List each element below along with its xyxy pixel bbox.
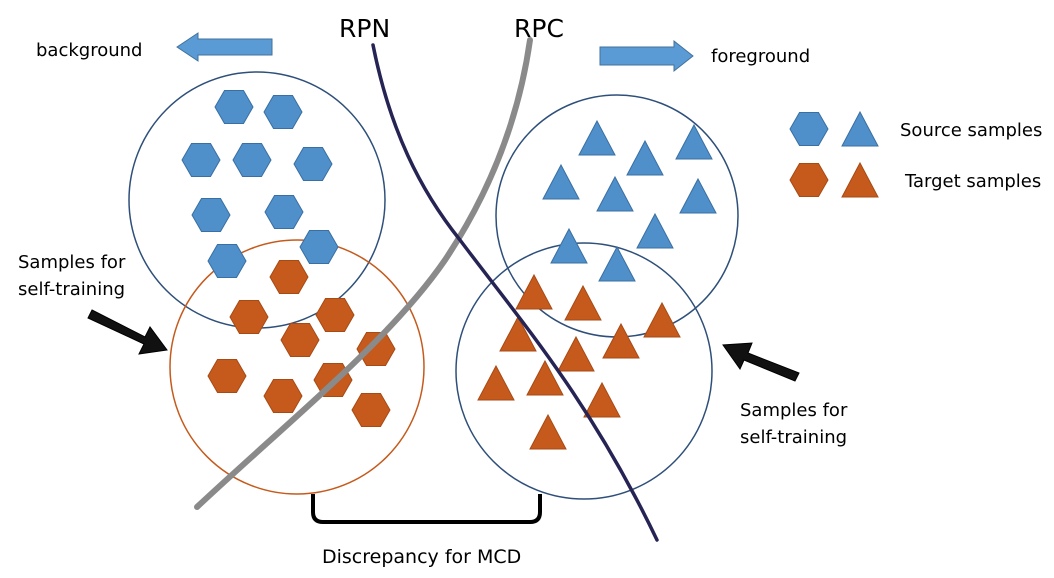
- background-target-circle: [169, 239, 425, 495]
- rpn-label: RPN: [339, 14, 390, 43]
- source-hexagon: [264, 195, 304, 229]
- source-hexagon: [191, 198, 231, 232]
- rpc-boundary-curve: [194, 37, 533, 510]
- source-hexagon: [214, 90, 254, 124]
- left-samples-label-line1: Samples for: [18, 252, 126, 273]
- legend: Source samples Target samples: [789, 111, 1042, 198]
- legend-source-triangle-icon: [841, 111, 879, 147]
- rpc-label: RPC: [514, 14, 564, 43]
- target-triangle: [529, 414, 567, 450]
- source-hexagon: [232, 143, 272, 177]
- source-hexagon: [293, 147, 333, 181]
- source-triangle: [596, 176, 634, 212]
- legend-target-triangle-icon: [841, 162, 879, 198]
- source-hexagon: [263, 95, 303, 129]
- legend-target-hexagon-icon: [789, 163, 829, 197]
- legend-source-hexagon-icon: [789, 112, 829, 146]
- source-triangle: [542, 164, 580, 200]
- target-triangle: [515, 274, 553, 310]
- source-hexagon: [299, 230, 339, 264]
- rpn-boundary-curve: [371, 43, 659, 542]
- foreground-target-circle: [455, 242, 713, 500]
- target-hexagons: [207, 260, 396, 427]
- left-samples-label-line2: self-training: [18, 279, 125, 300]
- legend-target-label: Target samples: [904, 171, 1041, 192]
- target-triangle: [526, 360, 564, 396]
- foreground-label: foreground: [711, 46, 810, 67]
- background-arrow-icon: [176, 32, 273, 62]
- source-hexagons: [181, 90, 339, 278]
- background-source-circle: [128, 71, 386, 329]
- target-hexagon: [351, 393, 391, 427]
- discrepancy-label: Discrepancy for MCD: [322, 546, 521, 568]
- target-triangle: [643, 302, 681, 338]
- target-hexagon: [263, 379, 303, 413]
- target-triangle: [602, 323, 640, 359]
- right-pointer-arrow-icon: [722, 342, 800, 382]
- right-samples-label-line1: Samples for: [740, 400, 848, 421]
- foreground-arrow-icon: [599, 39, 694, 73]
- source-triangle: [636, 213, 674, 249]
- source-triangle: [578, 120, 616, 156]
- source-triangle: [679, 178, 717, 214]
- source-triangle: [626, 140, 664, 176]
- target-triangle: [564, 285, 602, 321]
- target-hexagon: [315, 298, 355, 332]
- source-hexagon: [181, 143, 221, 177]
- discrepancy-bracket: [311, 494, 542, 524]
- target-hexagon: [207, 359, 247, 393]
- target-triangle: [583, 382, 621, 418]
- target-hexagon: [280, 323, 320, 357]
- source-triangle: [675, 124, 713, 160]
- legend-source-label: Source samples: [900, 120, 1042, 141]
- target-triangle: [477, 365, 515, 401]
- target-hexagon: [269, 260, 309, 294]
- right-samples-label-line2: self-training: [740, 427, 847, 448]
- background-label: background: [36, 40, 142, 61]
- left-pointer-arrow-icon: [87, 309, 168, 355]
- target-triangle: [557, 336, 595, 372]
- source-hexagon: [207, 244, 247, 278]
- source-triangles: [542, 120, 717, 282]
